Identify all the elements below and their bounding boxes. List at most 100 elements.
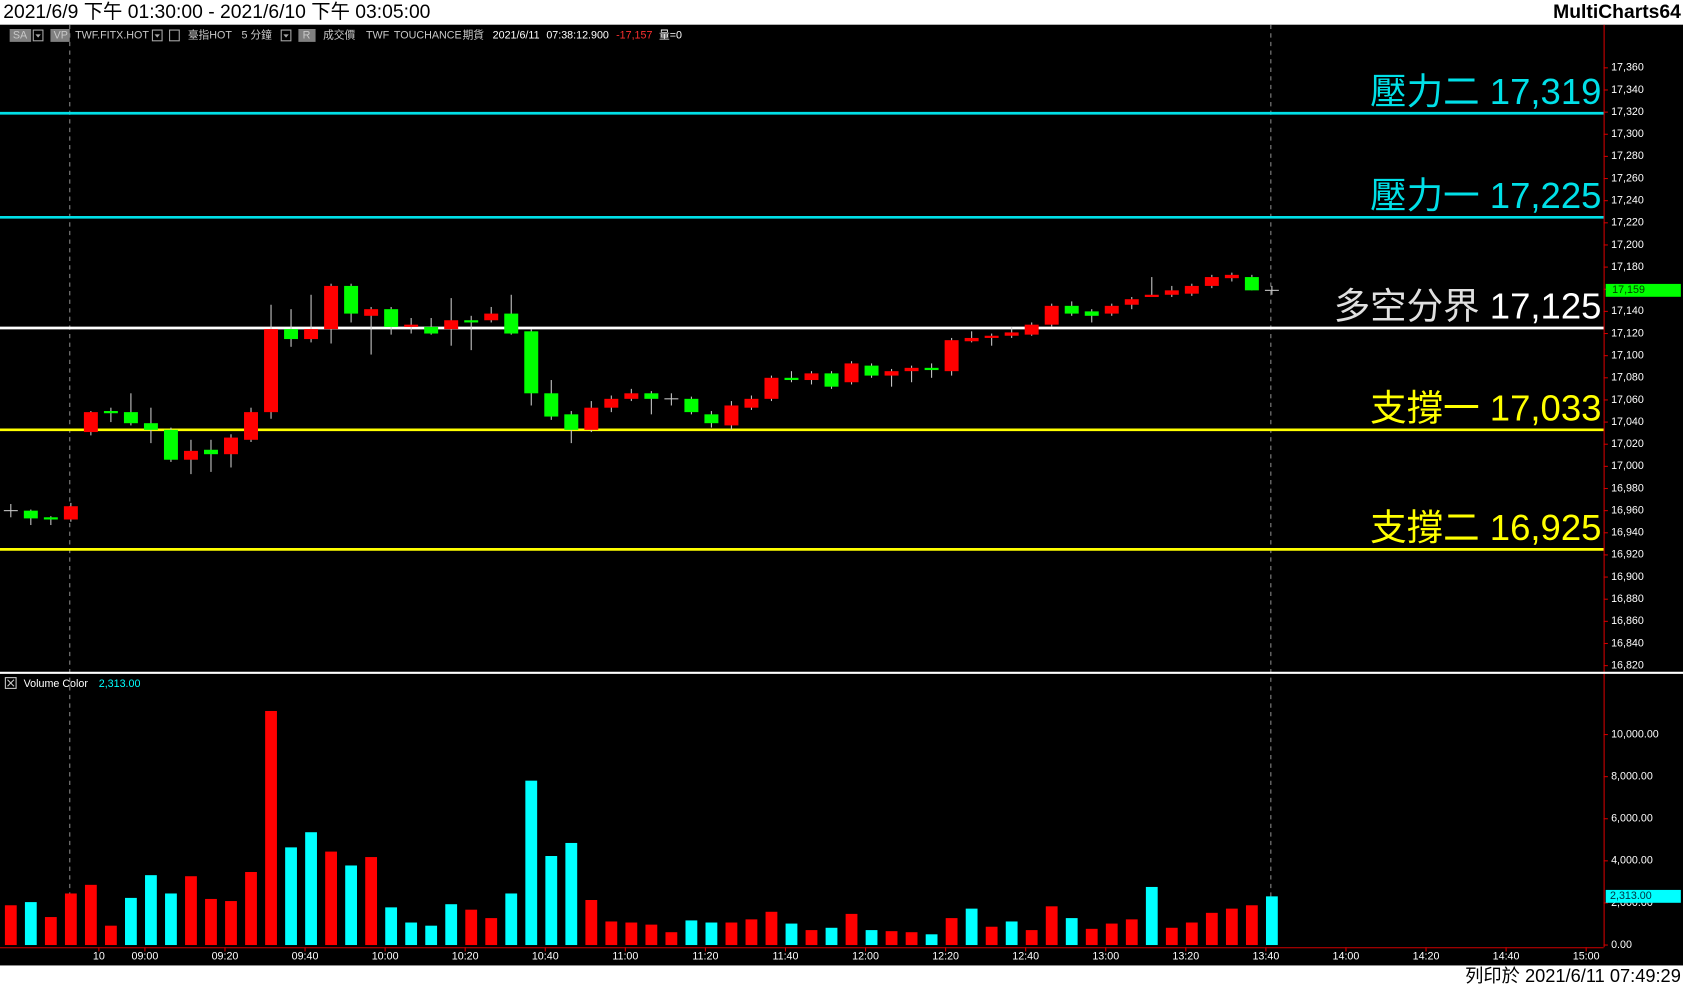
volume-bar (1245, 905, 1258, 946)
candle-body (83, 412, 98, 433)
volume-bar (325, 851, 337, 946)
y-tick-label: 16,980 (1611, 482, 1644, 494)
candle-body (504, 313, 519, 334)
y-tick-label: 17,000 (1611, 460, 1644, 472)
volume-title: Volume Color (24, 678, 89, 690)
volume-bar (825, 927, 838, 946)
volume-bar (465, 909, 478, 946)
x-tick-label: 13:40 (1252, 951, 1279, 963)
candle-body (804, 373, 819, 381)
volume-bar (64, 893, 77, 946)
icon (169, 29, 180, 42)
candle-body (544, 393, 559, 417)
candle-body (564, 414, 579, 430)
dropdown[interactable] (151, 29, 163, 42)
volume-bar (625, 922, 638, 946)
candle-body (1104, 305, 1119, 314)
x-tick-label: 15:00 (1573, 951, 1600, 963)
y-tick-label: 17,020 (1611, 438, 1644, 450)
candle-body (424, 326, 439, 334)
dropdown[interactable] (280, 29, 292, 42)
candle-body (244, 412, 258, 440)
toolbar-button[interactable] (298, 28, 316, 42)
toolbar-item: TOUCHANCE (394, 29, 462, 41)
level-name: 支撐二 (1370, 507, 1479, 548)
toolbar-button[interactable] (50, 28, 70, 42)
candle-body (944, 340, 959, 372)
candle-body (704, 414, 719, 424)
volume-bar (685, 920, 698, 946)
volume-bar (145, 875, 157, 946)
candle-body (1084, 311, 1099, 316)
volume-bar (1265, 896, 1278, 946)
toolbar-item: -17,157 (616, 29, 652, 41)
candle-body (224, 437, 238, 455)
checkbox[interactable] (4, 677, 17, 689)
y-tick-label: 17,100 (1611, 349, 1644, 361)
candle-body (404, 324, 419, 327)
volume-bar (345, 865, 358, 946)
volume-bar (885, 931, 898, 946)
volume-bar (405, 922, 418, 946)
volume-bar (565, 842, 578, 946)
candle-body (724, 405, 739, 426)
candle-body (123, 412, 138, 424)
volume-bar (1005, 921, 1018, 946)
candle-body (1164, 290, 1179, 295)
level-label: 壓力一 17,225 (1370, 175, 1601, 216)
last-volume-label: 2,313.00 (1610, 890, 1652, 902)
candle-body (844, 363, 859, 383)
x-tick-label: 09:00 (132, 951, 159, 963)
dropdown-arrow (154, 34, 160, 38)
volume-bar (265, 710, 277, 946)
volume-bar (225, 901, 237, 946)
candle-body (63, 506, 78, 520)
candle-body (764, 377, 779, 399)
y-tick-label: 17,300 (1611, 128, 1644, 140)
y-tick-label: 17,320 (1611, 106, 1644, 118)
volume-bar (165, 893, 177, 946)
x-tick-label: 10:40 (532, 951, 559, 963)
y-tick-label: 17,260 (1611, 172, 1644, 184)
x-tick-label: 14:20 (1413, 951, 1440, 963)
volume-bar (445, 904, 458, 946)
dropdown[interactable] (32, 29, 44, 42)
volume-bar (705, 922, 718, 946)
volume-bar (745, 919, 758, 946)
volume-bar (385, 907, 398, 946)
x-tick-label: 11:00 (612, 951, 638, 963)
volume-bar (945, 918, 958, 946)
volume-bar (305, 832, 317, 946)
candle-body (43, 517, 58, 520)
y-tick-label: 17,340 (1611, 84, 1644, 96)
candle-body (784, 377, 799, 381)
x-tick-label: 10:20 (452, 951, 479, 963)
volume-bar (805, 930, 818, 946)
x-tick-label: 11:40 (772, 951, 798, 963)
volume-bar (905, 932, 918, 946)
y-tick-label: 16,880 (1611, 593, 1644, 605)
toolbar-button[interactable] (9, 28, 32, 42)
dropdown-arrow (283, 34, 289, 38)
x-tick-label: 13:20 (1172, 951, 1199, 963)
level-label: 支撐一 17,033 (1370, 387, 1601, 428)
volume-bar (1085, 928, 1098, 946)
volume-bar (285, 847, 297, 946)
candle-body (324, 285, 339, 330)
y-tick-label: 16,940 (1611, 527, 1644, 539)
last-price-label: 17,159 (1612, 284, 1645, 296)
candle-body (183, 450, 198, 460)
x-tick-label: 09:40 (292, 951, 319, 963)
y-tick-label: 16,960 (1611, 504, 1644, 516)
candle-body (484, 313, 499, 321)
candle-body (684, 398, 699, 413)
candle-body (864, 365, 879, 376)
app-name: MultiCharts64 (1553, 2, 1681, 23)
volume-bar (545, 856, 558, 946)
level-label: 多空分界 17,125 (1334, 285, 1602, 326)
x-tick-label: 13:00 (1092, 951, 1119, 963)
y-tick-label: 17,220 (1611, 217, 1644, 229)
candle-body (1224, 274, 1239, 279)
candle-body (264, 329, 279, 413)
